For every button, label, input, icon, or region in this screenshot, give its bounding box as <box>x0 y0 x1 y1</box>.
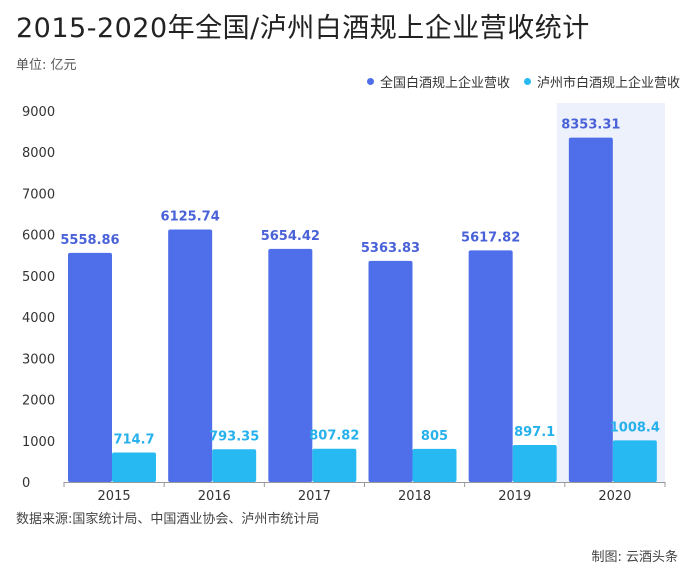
data-label-national: 5363.83 <box>361 241 420 256</box>
bar-national <box>468 250 513 482</box>
x-tick-label: 2018 <box>398 489 431 504</box>
y-tick-label: 3000 <box>22 352 55 367</box>
x-tick-label: 2016 <box>198 489 231 504</box>
data-label-national: 6125.74 <box>161 209 220 224</box>
data-label-national: 5558.86 <box>60 233 119 248</box>
x-tick-label: 2017 <box>298 489 331 504</box>
bar-national <box>368 260 413 482</box>
unit-label: 单位: 亿元 <box>16 58 77 73</box>
y-tick-label: 8000 <box>22 146 55 161</box>
legend-label-luzhou: 泸州市白酒规上企业营收 <box>536 76 680 91</box>
data-label-national: 5654.42 <box>261 229 320 244</box>
data-label-luzhou: 805 <box>421 429 448 444</box>
data-label-luzhou: 793.35 <box>209 429 259 444</box>
data-label-national: 8353.31 <box>561 118 620 133</box>
x-tick-label: 2019 <box>498 489 531 504</box>
data-label-luzhou: 897.1 <box>514 425 555 440</box>
bar-chart: 0 1000 2000 3000 4000 5000 6000 7000 8000 9000 555… <box>22 103 666 504</box>
y-tick-label: 0 <box>22 476 30 491</box>
bar-luzhou <box>312 448 357 482</box>
legend-item-national: 全国白酒规上企业营收 <box>366 72 510 91</box>
bar-national <box>168 229 213 482</box>
y-tick-label: 5000 <box>22 270 55 285</box>
chart-title: 2015-2020年全国/泸州白酒规上企业营收统计 <box>16 13 590 44</box>
y-tick-label: 7000 <box>22 187 55 202</box>
x-tick-label: 2015 <box>98 489 131 504</box>
y-tick-label: 4000 <box>22 311 55 326</box>
data-label-luzhou: 714.7 <box>113 433 154 448</box>
bar-national <box>268 248 313 482</box>
bar-luzhou <box>412 448 457 482</box>
data-source: 数据来源:国家统计局、中国酒业协会、泸州市统计局 <box>16 512 320 527</box>
data-label-national: 5617.82 <box>461 230 520 245</box>
y-tick-label: 6000 <box>22 229 55 244</box>
data-label-luzhou: 1008.4 <box>610 420 660 435</box>
bar-luzhou <box>512 445 557 482</box>
bar-national <box>68 252 112 482</box>
chart-credit: 制图: 云酒头条 <box>591 550 678 565</box>
x-tick-label: 2020 <box>598 489 631 504</box>
legend-swatch-national <box>366 78 374 85</box>
legend-label-national: 全国白酒规上企业营收 <box>379 76 510 91</box>
legend-item-luzhou: 泸州市白酒规上企业营收 <box>523 72 680 91</box>
bar-luzhou <box>112 452 156 482</box>
bar-luzhou <box>212 449 257 482</box>
y-tick-label: 9000 <box>22 105 55 120</box>
y-tick-label: 2000 <box>22 394 55 409</box>
legend-swatch-luzhou <box>523 78 531 85</box>
y-tick-label: 1000 <box>22 435 55 450</box>
data-label-luzhou: 807.82 <box>309 429 359 444</box>
bar-luzhou <box>612 440 657 482</box>
legend: 全国白酒规上企业营收 泸州市白酒规上企业营收 <box>353 72 680 91</box>
bar-national <box>568 137 613 482</box>
